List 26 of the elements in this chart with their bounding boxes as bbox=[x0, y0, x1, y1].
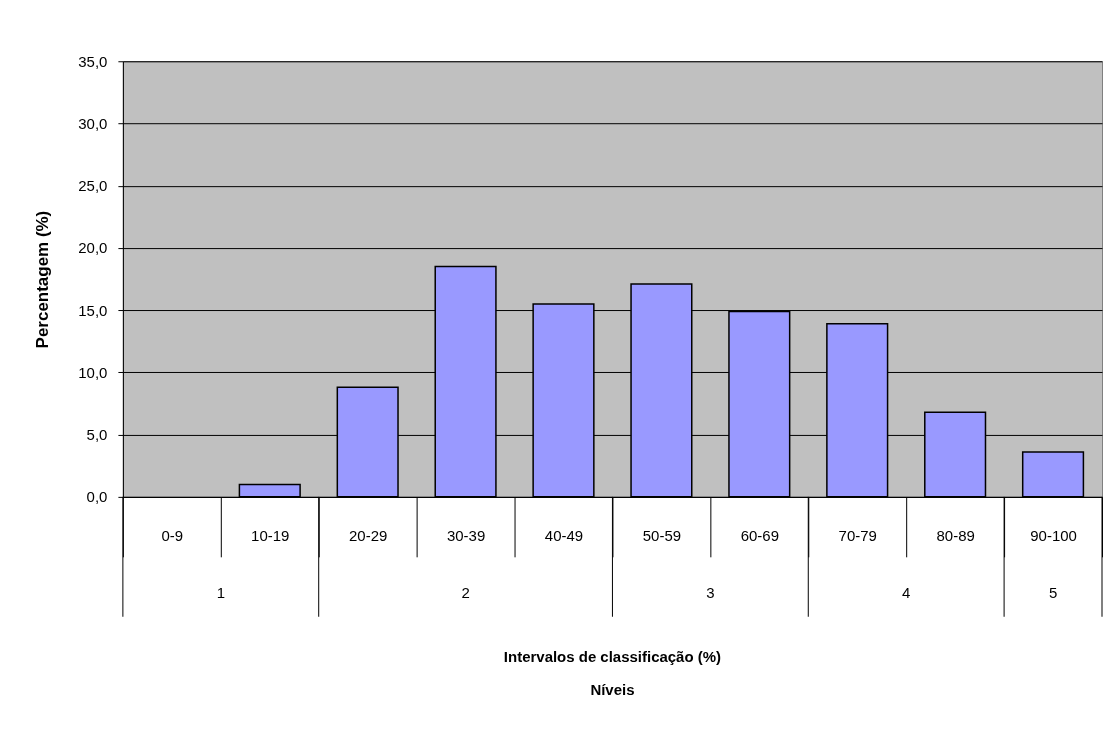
text: 1 bbox=[216, 583, 225, 601]
y-tick-label: 5,0 bbox=[86, 426, 108, 444]
text: Níveis bbox=[590, 680, 635, 698]
x-tick-label: 90-100 bbox=[1030, 527, 1077, 545]
x-tick-label: 60-69 bbox=[740, 527, 779, 545]
text: Intervalos de classificação (%) bbox=[503, 647, 722, 665]
y-tick-label: 30,0 bbox=[78, 114, 108, 132]
text: 5 bbox=[1048, 583, 1058, 601]
x-tick-label: 20-29 bbox=[349, 527, 388, 545]
x-tick-label: 40-49 bbox=[544, 527, 584, 545]
text: 2 bbox=[461, 583, 470, 601]
y-tick-label: 10,0 bbox=[78, 363, 108, 381]
y-tick-label: 35,0 bbox=[78, 52, 108, 70]
y-tick-label: 25,0 bbox=[78, 177, 108, 195]
text: 3 bbox=[706, 583, 715, 601]
x-tick-label: 80-89 bbox=[936, 527, 975, 545]
x-tick-label: 30-39 bbox=[446, 527, 486, 545]
y-tick-label: 15,0 bbox=[78, 301, 108, 319]
x-tick-label: 50-59 bbox=[642, 527, 682, 545]
y-tick-label: 0,0 bbox=[86, 488, 108, 506]
y-tick-label: 20,0 bbox=[78, 239, 108, 257]
x-tick-label: 10-19 bbox=[251, 527, 290, 545]
x-tick-label: 70-79 bbox=[838, 527, 877, 545]
text: 4 bbox=[902, 583, 911, 601]
y-axis-title: Percentagem (%) bbox=[33, 210, 53, 349]
x-tick-label: 0-9 bbox=[161, 527, 184, 545]
